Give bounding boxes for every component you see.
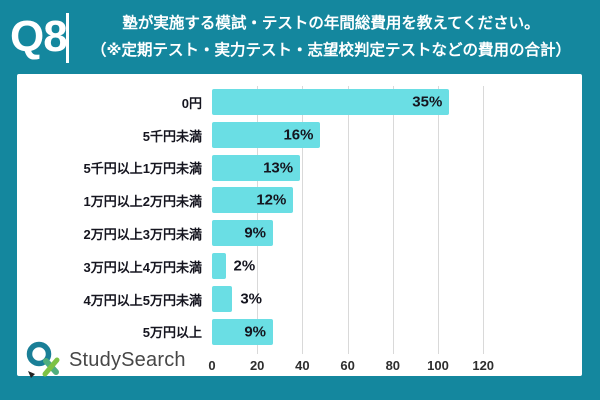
x-tick-60: 60: [340, 358, 355, 373]
bar-3pct: [212, 285, 233, 312]
chart-card: 0円 35% 5千円未満 16% 5千円以上1万円未満 13% 1万円以上2万円未満 12% 2…: [17, 74, 582, 378]
bar-9pct: 9%: [212, 318, 274, 345]
bar-area: 35%: [212, 86, 582, 119]
x-tick-80: 80: [385, 358, 401, 373]
bar-16pct: 16%: [212, 121, 321, 148]
studysearch-logo: StudySearch: [23, 341, 186, 378]
x-tick-40: 40: [295, 358, 310, 373]
bar-9pct: 9%: [212, 220, 274, 247]
question-number-badge: Q8: [10, 12, 68, 61]
category-label: 5千円以上1万円未満: [83, 161, 202, 177]
category-label: 0円: [181, 95, 202, 111]
percent-label: 12%: [256, 191, 287, 209]
chart-row: 4万円以上5万円未満 3%: [17, 283, 582, 316]
gridline-40: [302, 86, 304, 354]
percent-label: 3%: [240, 290, 263, 308]
bar-area: 2%: [212, 250, 582, 283]
x-tick-0: 0: [208, 358, 216, 373]
bar-12pct: 12%: [212, 187, 294, 214]
bar-area: 3%: [212, 283, 582, 316]
x-tick-100: 100: [427, 358, 449, 373]
x-tick-20: 20: [249, 358, 265, 373]
category-label: 3万円以上4万円未満: [83, 259, 202, 275]
chart-row: 5万円以上 9%: [17, 316, 582, 349]
studysearch-logo-icon: [26, 341, 60, 378]
studysearch-logo-text: StudySearch: [69, 348, 186, 371]
bar-area: 9%: [212, 217, 582, 250]
chart-row: 1万円以上2万円未満 12%: [17, 184, 582, 217]
chart-row: 0円 35%: [17, 86, 582, 119]
bar-13pct: 13%: [212, 154, 301, 181]
gridline-120: [483, 86, 485, 354]
category-label: 4万円以上5万円未満: [83, 292, 202, 308]
bar-area: 13%: [212, 152, 582, 185]
question-title-line2: （※定期テスト・実力テスト・志望校判定テストなどの費用の合計）: [90, 42, 572, 59]
bar-area: 12%: [212, 184, 582, 217]
chart-row: 5千円未満 16%: [17, 119, 582, 152]
bar-2pct: [212, 252, 226, 279]
category-label: 5千円未満: [142, 128, 202, 144]
category-label: 2万円以上3万円未満: [83, 227, 202, 243]
gridline-80: [392, 86, 394, 354]
header-divider: [66, 13, 69, 63]
chart-row: 2万円以上3万円未満 9%: [17, 217, 582, 250]
percent-label: 9%: [244, 323, 267, 341]
bar-chart: 0円 35% 5千円未満 16% 5千円以上1万円未満 13% 1万円以上2万円未満 12% 2…: [17, 86, 582, 348]
percent-label: 35%: [412, 93, 443, 111]
category-label: 5万円以上: [142, 325, 202, 341]
chart-gridlines: [212, 86, 557, 354]
bar-area: 16%: [212, 119, 582, 152]
percent-label: 2%: [233, 257, 256, 275]
percent-label: 9%: [244, 224, 267, 242]
percent-label: 13%: [263, 159, 294, 177]
header: Q8 塾が実施する模試・テストの年間総費用を教えてください。 （※定期テスト・実…: [0, 0, 600, 74]
gridline-60: [347, 86, 349, 354]
question-title-line1: 塾が実施する模試・テストの年間総費用を教えてください。: [122, 15, 540, 32]
percent-label: 16%: [283, 126, 314, 144]
chart-row: 3万円以上4万円未満 2%: [17, 250, 582, 283]
chart-row: 5千円以上1万円未満 13%: [17, 152, 582, 185]
gridline-20: [257, 86, 259, 354]
x-axis: 0 20 40 60 80 100 120: [208, 358, 557, 376]
question-title: 塾が実施する模試・テストの年間総費用を教えてください。 （※定期テスト・実力テス…: [76, 10, 586, 64]
category-label: 1万円以上2万円未満: [83, 194, 202, 210]
gridline-100: [438, 86, 439, 354]
x-tick-120: 120: [472, 358, 495, 373]
bar-35pct: 35%: [212, 89, 450, 115]
bar-area: 9%: [212, 316, 582, 349]
